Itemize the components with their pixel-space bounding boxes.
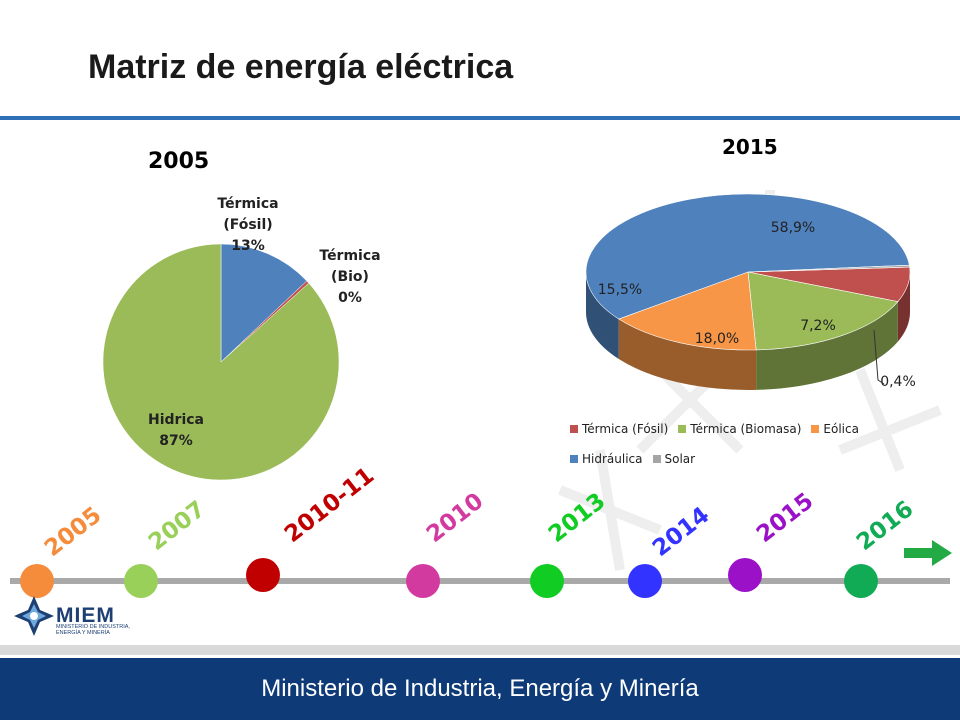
legend-label: Solar	[664, 452, 696, 466]
pie-chart-2005: 2005 Térmica (Fósil) 13% Térmica (Bio) 0% Hidri…	[102, 149, 381, 481]
legend-swatch	[570, 425, 578, 433]
pie-label-2015: 15,5%	[598, 282, 642, 298]
timeline-dot-2016[interactable]	[844, 564, 878, 598]
timeline-dot-2014[interactable]	[628, 564, 662, 598]
legend-swatch	[678, 425, 687, 433]
timeline-dot-2010[interactable]	[406, 564, 440, 598]
charts-canvas: 2005 Térmica (Fósil) 13% Térmica (Bio) 0% Hidri…	[102, 135, 916, 481]
timeline-dot-2005[interactable]	[20, 564, 54, 598]
pie-side-2015	[618, 319, 757, 390]
chart-title-2005: 2005	[148, 149, 209, 174]
leader-line-solar	[873, 329, 885, 385]
pie-label-2005: Térmica (Bio) 0%	[319, 248, 380, 306]
footer-text: Ministerio de Industria, Energía y Miner…	[261, 675, 699, 702]
timeline-dot-2013[interactable]	[530, 564, 564, 598]
timeline-year-2007[interactable]: 2007	[143, 496, 211, 556]
legend-swatch	[811, 425, 820, 433]
arrow-right-icon[interactable]	[904, 540, 952, 566]
pie-label-2005: Hidrica 87%	[148, 412, 204, 449]
pie-label-2015: 7,2%	[800, 318, 836, 334]
logo-subtitle: MINISTERIO DE INDUSTRIA, ENERGÍA Y MINER…	[56, 624, 130, 636]
legend-item-termica-fosil: Térmica (Fósil)	[570, 422, 668, 436]
timeline-dot-2007[interactable]	[124, 564, 158, 598]
footer-strip	[0, 645, 960, 655]
chart-title-2015: 2015	[722, 135, 778, 159]
pie-slice-2015-18-0	[747, 271, 899, 351]
legend-item-hidraulica: Hidráulica	[570, 452, 643, 466]
logo-text: MIEM	[56, 604, 115, 627]
pie-side-2015	[897, 272, 910, 342]
legend-item-eolica: Eólica	[811, 422, 859, 436]
pie-slice-2005-hidrica	[102, 243, 340, 481]
footer-bar: Ministerio de Industria, Energía y Miner…	[0, 658, 960, 720]
pie-label-2015: 58,9%	[771, 220, 815, 236]
legend-label: Eólica	[823, 422, 859, 436]
title-divider	[0, 116, 960, 120]
timeline: 2005 2007 2010-11 2010 2013 2014 2015 2016	[0, 463, 960, 610]
miem-logo-icon	[14, 596, 54, 636]
page-title: Matriz de energía eléctrica	[88, 48, 514, 86]
legend-2015: Térmica (Fósil) Térmica (Biomasa) Eólica H…	[570, 422, 900, 482]
pie-slice-2015-15-5	[618, 271, 757, 351]
pie-slice-2015-58-9	[585, 193, 910, 320]
timeline-year-2014[interactable]: 2014	[647, 502, 715, 562]
legend-swatch	[570, 455, 578, 463]
legend-item-termica-biomasa: Térmica (Biomasa)	[678, 422, 801, 436]
pie-label-2015: 18,0%	[695, 331, 739, 347]
pie-label-2005: Térmica (Fósil) 13%	[217, 196, 278, 254]
pie-chart-2015: 2015 7,2% 18,0% 15,5% 58,9% 0,4%	[585, 135, 916, 390]
pie-slice-2005-termica-fosil	[220, 243, 308, 363]
pie-slice-2015-0-4	[747, 264, 911, 273]
timeline-year-2005[interactable]: 2005	[39, 502, 107, 562]
legend-swatch	[652, 455, 661, 463]
legend-label: Hidráulica	[582, 452, 643, 466]
timeline-dot-2010-11[interactable]	[246, 558, 280, 592]
timeline-line	[10, 578, 950, 584]
pie-side-2015	[586, 272, 619, 360]
legend-item-solar: Solar	[652, 452, 696, 466]
pie-label-2015: 0,4%	[880, 374, 916, 390]
legend-label: Térmica (Fósil)	[582, 422, 669, 436]
legend-label: Térmica (Biomasa)	[690, 422, 802, 436]
pie-side-2015	[756, 301, 898, 390]
timeline-dot-2015[interactable]	[728, 558, 762, 592]
